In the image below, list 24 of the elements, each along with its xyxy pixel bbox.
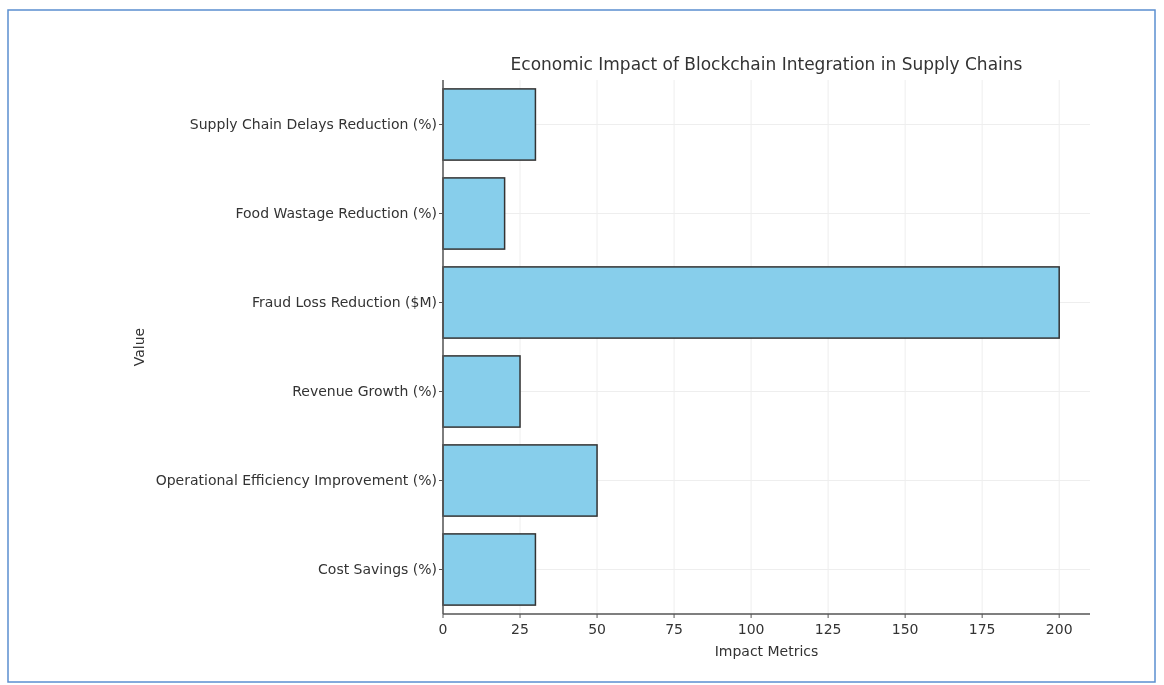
x-tick-label: 25	[511, 621, 529, 637]
bar	[442, 266, 1060, 339]
y-tick-label: Cost Savings (%)	[318, 561, 437, 578]
x-tick-label: 150	[891, 621, 919, 637]
x-tick-label: 75	[665, 621, 683, 637]
x-tick-label: 100	[737, 621, 765, 637]
bar	[442, 533, 537, 606]
x-axis-title: Impact Metrics	[714, 643, 819, 659]
x-tick-label: 125	[814, 621, 842, 637]
x-tick-label: 175	[968, 621, 996, 637]
bar	[442, 444, 598, 517]
y-tick-label: Revenue Growth (%)	[292, 383, 437, 400]
y-tick-label: Fraud Loss Reduction ($M)	[251, 294, 437, 311]
x-tick-label: 50	[588, 621, 606, 637]
bar	[442, 177, 506, 250]
bar	[442, 88, 537, 161]
chart-title: Economic Impact of Blockchain Integration in Supply Chains	[510, 54, 1023, 74]
y-tick-label: Operational Efficiency Improvement (%)	[155, 472, 437, 489]
x-tick-label: 0	[438, 621, 448, 637]
x-tick-label: 200	[1045, 621, 1073, 637]
y-axis-title: Value	[130, 327, 147, 367]
y-tick-label: Supply Chain Delays Reduction (%)	[189, 116, 437, 133]
y-tick-label: Food Wastage Reduction (%)	[235, 205, 437, 222]
bar	[442, 355, 521, 428]
